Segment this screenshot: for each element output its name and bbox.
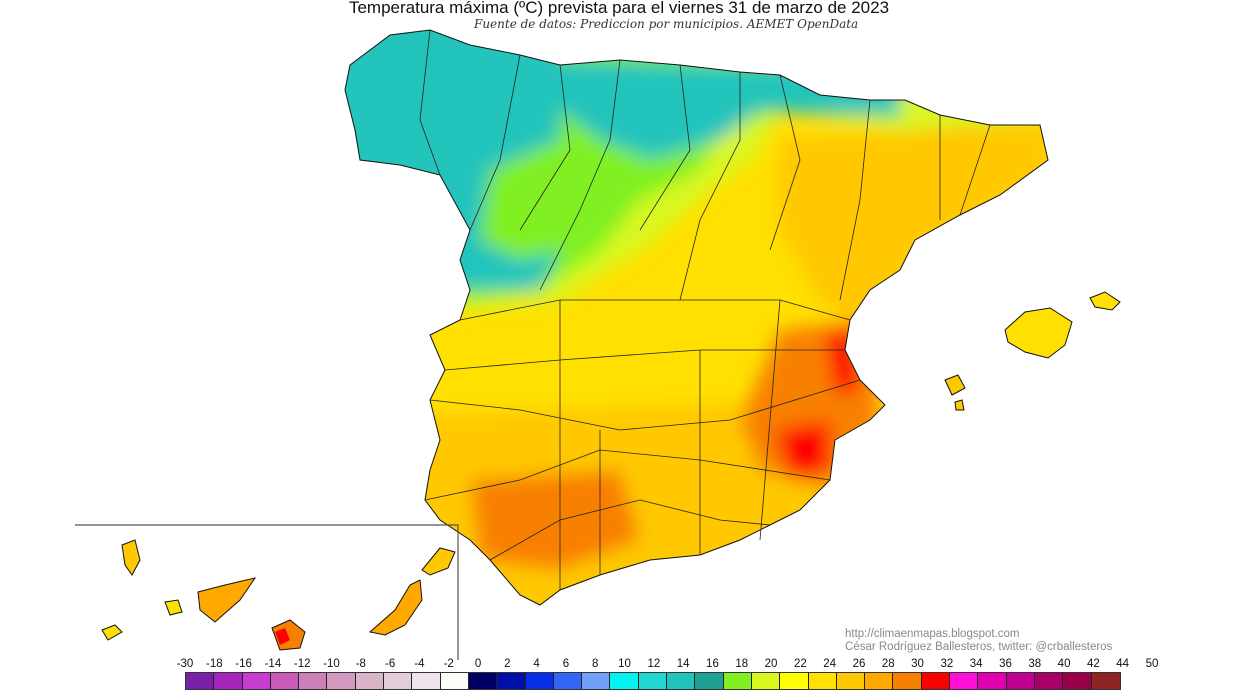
legend-swatch: [950, 673, 979, 689]
legend-swatch: [751, 673, 781, 689]
legend-swatch: [327, 673, 356, 689]
legend-swatch: [893, 673, 922, 689]
balearic-islands: [944, 291, 1121, 411]
legend-swatch: [780, 673, 809, 689]
legend-swatch: [695, 673, 724, 689]
legend-swatch: [384, 673, 413, 689]
legend-label: -4: [414, 658, 425, 670]
legend-swatch: [638, 673, 668, 689]
legend-label: 12: [647, 658, 661, 670]
legend-label: 10: [618, 658, 631, 670]
legend-swatch: [214, 673, 243, 689]
legend-label: 18: [735, 658, 749, 670]
legend-label: 20: [764, 658, 778, 670]
legend-swatch: [525, 673, 554, 689]
legend-label: -10: [323, 658, 340, 670]
legend-label: 28: [881, 658, 895, 670]
legend-label: -8: [355, 658, 366, 670]
legend-swatch: [1091, 673, 1120, 689]
legend-swatch: [978, 673, 1007, 689]
legend-label: 24: [823, 658, 837, 670]
legend-label: 42: [1086, 658, 1100, 670]
data-source-subtitle: Fuente de datos: Prediccion por municipi…: [474, 17, 859, 31]
legend-swatch: [186, 673, 215, 689]
credits-url: http://climaenmapas.blogspot.com: [845, 628, 1020, 640]
legend-swatch: [610, 673, 639, 689]
canary-islands: [101, 539, 456, 651]
legend-swatch: [412, 673, 441, 689]
legend-label: -30: [176, 658, 194, 670]
legend-label: 44: [1116, 658, 1130, 670]
legend-swatch: [723, 673, 752, 689]
legend-swatch: [242, 673, 271, 689]
legend-swatch: [497, 673, 526, 689]
legend-label: 16: [706, 658, 719, 670]
legend-swatch: [1063, 673, 1092, 689]
credits: http://climaenmapas.blogspot.com César R…: [845, 628, 1112, 654]
legend-label: 4: [533, 658, 540, 670]
legend-label: -6: [384, 658, 396, 670]
legend-label: -12: [293, 658, 311, 670]
legend-label: 26: [852, 658, 866, 670]
legend-swatch: [836, 673, 866, 689]
legend-label: 0: [474, 658, 482, 670]
legend-swatch: [440, 673, 469, 689]
legend-swatch: [355, 673, 385, 689]
map-title: Temperatura máxima (ºC) prevista para el…: [348, 0, 890, 17]
legend-swatch: [1034, 673, 1064, 689]
legend-label: 8: [592, 658, 599, 670]
canary-inset-frame: [75, 524, 459, 660]
legend-label: -16: [235, 658, 252, 670]
legend-label: 14: [676, 658, 690, 670]
legend-label: 22: [793, 658, 807, 670]
legend-swatch: [270, 673, 300, 689]
legend-swatch: [582, 673, 611, 689]
legend-label: 38: [1028, 658, 1042, 670]
legend-swatch: [921, 673, 951, 689]
legend-swatch: [1006, 673, 1035, 689]
legend-label: 2: [504, 658, 511, 670]
legend-label: 6: [562, 658, 570, 670]
legend-label: -14: [264, 658, 282, 670]
legend-label: 50: [1145, 658, 1159, 670]
legend-swatch: [468, 673, 498, 689]
legend-label: 30: [911, 658, 924, 670]
legend-swatch: [808, 673, 837, 689]
legend-label: 34: [969, 658, 983, 670]
color-legend: [185, 672, 1121, 690]
credits-author: César Rodríguez Ballesteros, twitter: @c…: [845, 641, 1113, 653]
province-borders: [419, 29, 991, 590]
legend-swatch: [865, 673, 894, 689]
legend-swatch: [553, 673, 583, 689]
legend-label: 40: [1057, 658, 1071, 670]
legend-label: 32: [940, 658, 954, 670]
legend-label: -2: [443, 658, 454, 670]
legend-labels: -30 -18 -16 -14 -12 -10 -8 -6 -4 -2 0 2 4 6 8 10 12 14 16 1…: [0, 658, 1234, 672]
legend-label: -18: [205, 658, 223, 670]
legend-swatch: [299, 673, 328, 689]
legend-label: 36: [999, 658, 1012, 670]
legend-swatch: [667, 673, 696, 689]
